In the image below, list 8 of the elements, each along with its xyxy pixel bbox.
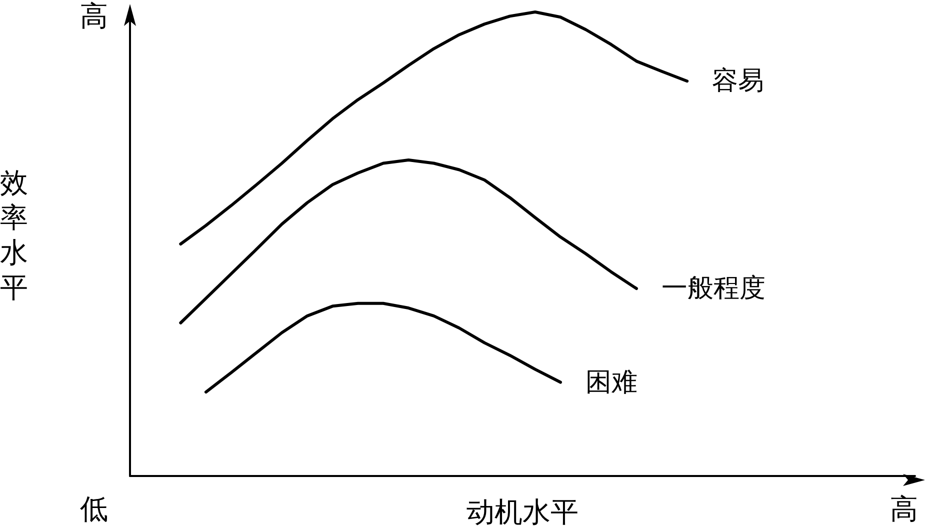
y-axis-title: 效率水平 [0, 166, 28, 304]
text: 低 [80, 492, 108, 526]
text: 高 [890, 492, 918, 526]
x-axis-title: 动机水平 [466, 496, 578, 528]
series-label: 困难 [585, 367, 638, 398]
series-label: 容易 [712, 66, 764, 96]
series-label: 一般程度 [661, 274, 766, 304]
text: 高 [80, 0, 108, 32]
